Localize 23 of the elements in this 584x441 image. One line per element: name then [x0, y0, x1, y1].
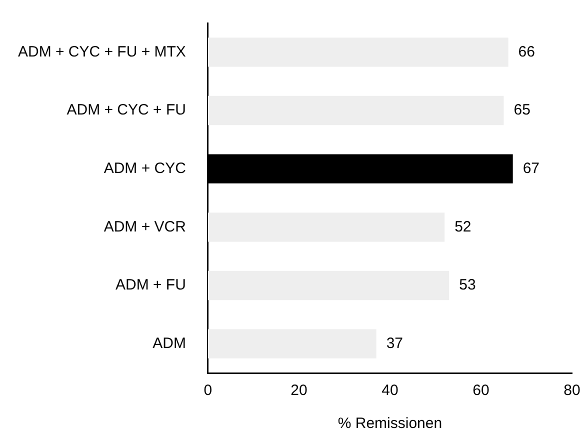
- x-axis-title: % Remissionen: [338, 415, 442, 432]
- bar: [208, 329, 376, 358]
- y-tick-label: ADM + FU: [116, 276, 186, 294]
- bar: [208, 38, 508, 67]
- y-tick-label: ADM + VCR: [104, 218, 186, 236]
- x-tick-label: 60: [472, 382, 490, 400]
- x-tick-label: 40: [382, 382, 398, 400]
- bar: [208, 270, 450, 300]
- y-tick-label: ADM + CYC + FU + MTX: [18, 43, 186, 60]
- bar: [208, 96, 504, 126]
- data-label: 66: [518, 43, 535, 60]
- data-label: 37: [386, 334, 404, 352]
- y-tick-label: ADM + CYC: [104, 160, 186, 177]
- data-label: 65: [514, 102, 530, 119]
- y-tick-label: ADM + CYC + FU: [66, 102, 186, 119]
- x-tick-label: 80: [564, 382, 580, 400]
- data-label: 53: [459, 276, 476, 294]
- x-tick-label: 0: [204, 382, 212, 400]
- y-tick-label: ADM: [152, 334, 186, 352]
- x-tick-label: 20: [290, 382, 308, 400]
- bar: [208, 212, 445, 242]
- data-label: 67: [522, 160, 540, 177]
- data-label: 52: [454, 218, 472, 236]
